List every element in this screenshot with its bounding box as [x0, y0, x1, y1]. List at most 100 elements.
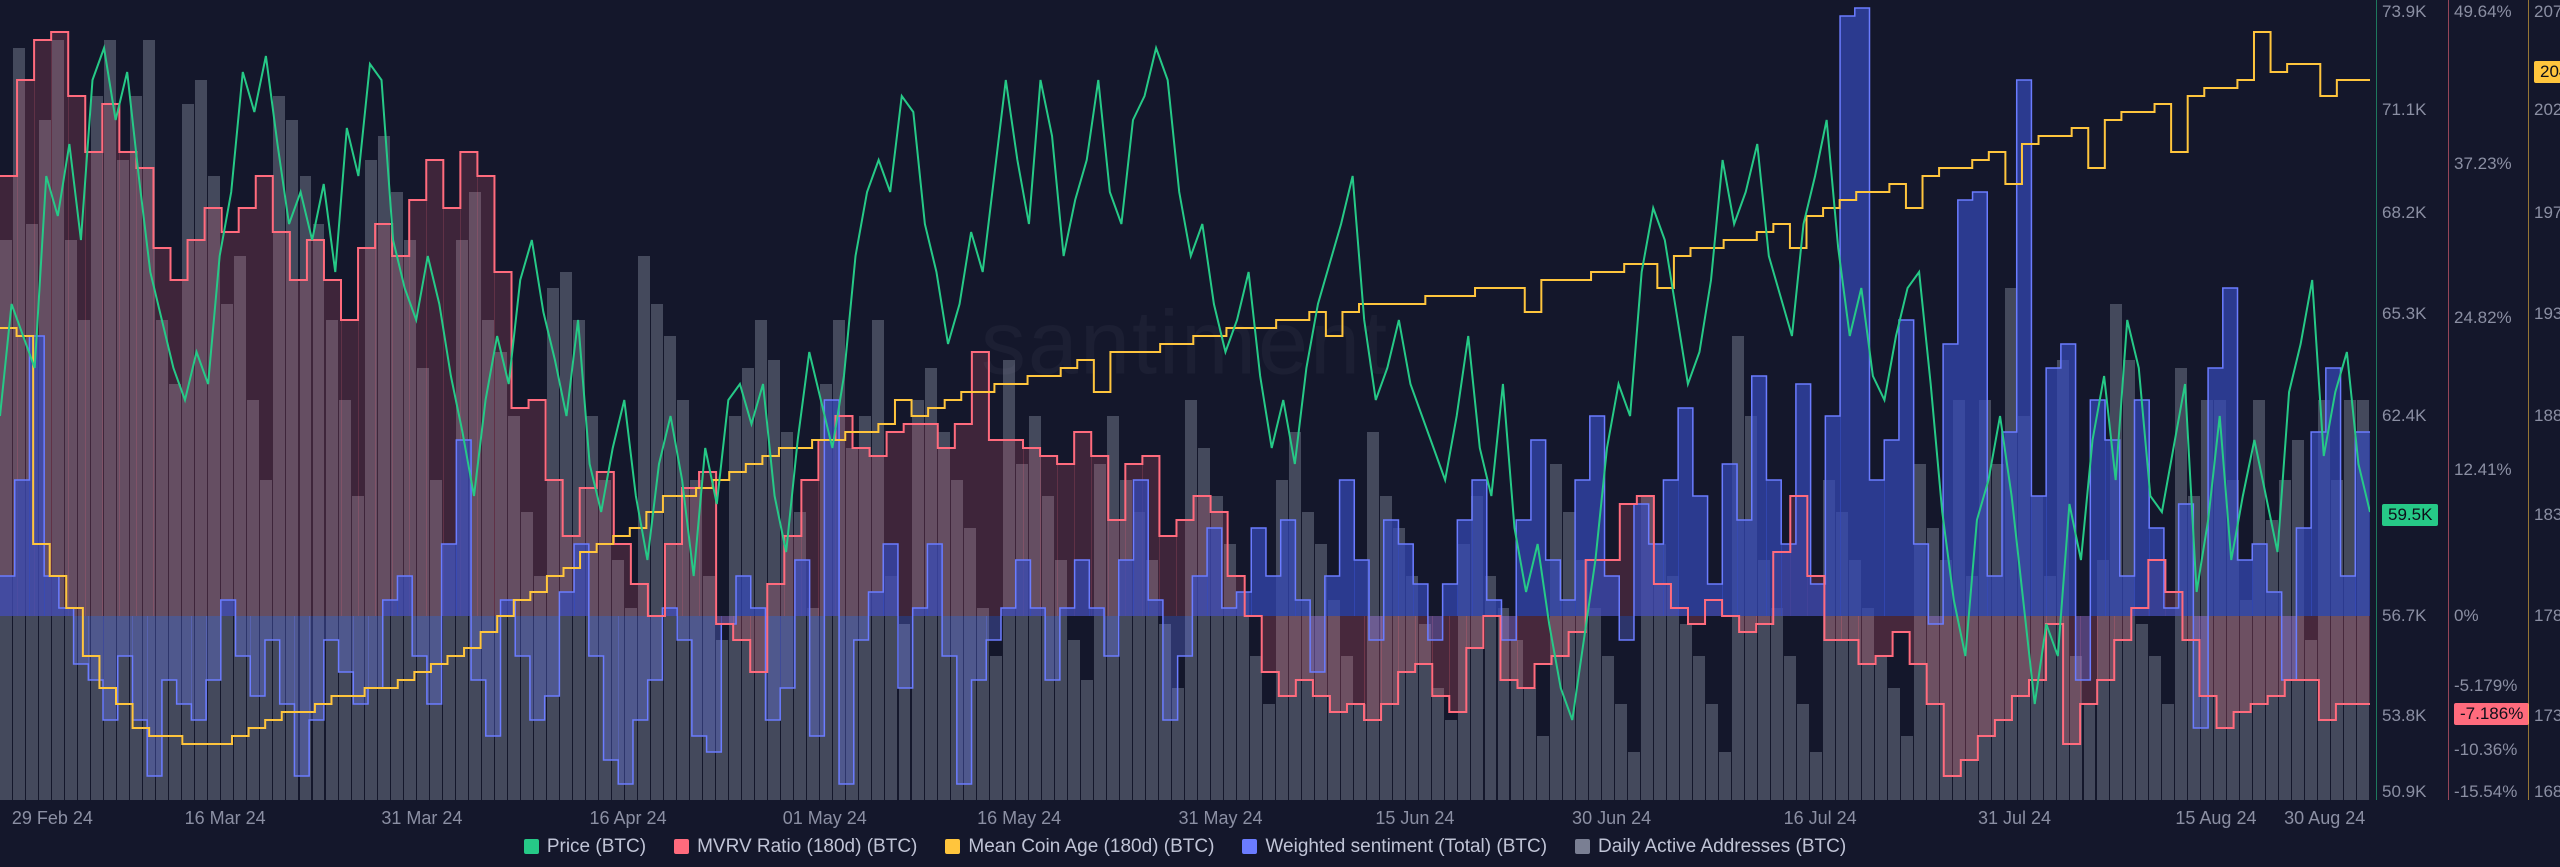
- chart-container: santiment 29 Feb 2416 Mar 2431 Mar 2416 …: [0, 0, 2560, 867]
- y-tick-coinage: 202: [2534, 100, 2560, 120]
- sentiment-seg: [88, 616, 103, 680]
- sentiment-seg: [2090, 400, 2105, 616]
- y-tick-mvrv: 0%: [2454, 606, 2479, 626]
- mvrv-fill-seg: [1927, 616, 1945, 704]
- sentiment-seg: [1605, 576, 1620, 616]
- daa-bar: [651, 304, 663, 800]
- mvrv-fill-seg: [68, 96, 86, 616]
- sentiment-seg: [795, 560, 810, 616]
- sentiment-seg: [44, 576, 59, 616]
- sentiment-seg: [736, 576, 751, 616]
- sentiment-seg: [1148, 600, 1163, 616]
- x-tick: 31 Jul 24: [1978, 808, 2051, 829]
- mvrv-fill-seg: [1739, 616, 1757, 632]
- sentiment-seg: [1973, 192, 1988, 616]
- mvrv-fill-seg: [2336, 616, 2354, 704]
- x-tick: 30 Jun 24: [1572, 808, 1651, 829]
- sentiment-seg: [353, 616, 368, 704]
- mvrv-fill-seg: [2029, 616, 2047, 680]
- y-highlight-coinage: 204: [2534, 61, 2560, 83]
- sentiment-seg: [1752, 376, 1767, 616]
- sentiment-seg: [1987, 576, 2002, 616]
- legend-label: Daily Active Addresses (BTC): [1598, 836, 1846, 858]
- legend-swatch-coinage: [945, 839, 960, 854]
- plot-area[interactable]: santiment: [0, 0, 2370, 800]
- sentiment-seg: [559, 592, 574, 616]
- mvrv-fill-seg: [307, 240, 325, 616]
- x-tick: 15 Aug 24: [2175, 808, 2256, 829]
- sentiment-seg: [1310, 616, 1325, 672]
- mvrv-fill-seg: [136, 168, 154, 616]
- y-tick-price: 71.1K: [2382, 100, 2426, 120]
- sentiment-seg: [500, 600, 515, 616]
- y-tick-price: 65.3K: [2382, 304, 2426, 324]
- legend-label: Weighted sentiment (Total) (BTC): [1265, 836, 1547, 858]
- mvrv-fill-seg: [273, 232, 291, 616]
- legend-item-daa[interactable]: Daily Active Addresses (BTC): [1575, 836, 1846, 858]
- sentiment-seg: [839, 616, 854, 784]
- daa-bar: [1237, 592, 1249, 800]
- sentiment-seg: [692, 616, 707, 736]
- mvrv-fill-seg: [1858, 616, 1876, 664]
- sentiment-seg: [397, 576, 412, 616]
- sentiment-seg: [2120, 576, 2135, 616]
- mvrv-fill-seg: [1535, 616, 1553, 664]
- y-tick-coinage: 197: [2534, 203, 2560, 223]
- x-tick: 31 May 24: [1179, 808, 1263, 829]
- sentiment-seg: [1840, 16, 1855, 616]
- y-tick-price: 62.4K: [2382, 406, 2426, 426]
- sentiment-seg: [236, 616, 251, 656]
- mvrv-fill-seg: [1961, 616, 1979, 760]
- y-tick-price: 56.7K: [2382, 606, 2426, 626]
- legend-item-price[interactable]: Price (BTC): [524, 836, 646, 858]
- mvrv-fill-seg: [222, 232, 240, 616]
- sentiment-seg: [118, 616, 133, 656]
- legend-item-sentiment[interactable]: Weighted sentiment (Total) (BTC): [1242, 836, 1547, 858]
- daa-bar: [2084, 704, 2096, 800]
- sentiment-seg: [1928, 616, 1943, 624]
- mvrv-fill-seg: [972, 352, 990, 616]
- sentiment-seg: [1354, 560, 1369, 616]
- sentiment-seg: [1163, 616, 1178, 720]
- sentiment-seg: [412, 616, 427, 656]
- x-tick: 01 May 24: [783, 808, 867, 829]
- daa-bar: [1797, 704, 1809, 800]
- sentiment-seg: [1914, 544, 1929, 616]
- x-tick: 16 Jul 24: [1784, 808, 1857, 829]
- sentiment-seg: [1737, 520, 1752, 616]
- sentiment-seg: [1443, 584, 1458, 616]
- legend-item-mvrv[interactable]: MVRV Ratio (180d) (BTC): [674, 836, 917, 858]
- sentiment-seg: [2326, 368, 2341, 616]
- mvrv-fill-seg: [529, 400, 547, 616]
- y-tick-mvrv: -15.54%: [2454, 782, 2517, 802]
- sentiment-seg: [2017, 80, 2032, 616]
- y-axis-group: 73.9K71.1K68.2K65.3K62.4K59.5K56.7K53.8K…: [2370, 0, 2560, 800]
- mvrv-fill-seg: [392, 256, 410, 616]
- sentiment-seg: [1958, 200, 1973, 616]
- daa-bar: [1068, 640, 1080, 800]
- sentiment-seg: [1781, 544, 1796, 616]
- sentiment-seg: [191, 616, 206, 720]
- sentiment-seg: [1266, 576, 1281, 616]
- daa-bar: [1771, 608, 1783, 800]
- sentiment-seg: [707, 616, 722, 752]
- mvrv-fill-seg: [2046, 616, 2064, 624]
- sentiment-seg: [1207, 528, 1222, 616]
- sentiment-seg: [824, 400, 839, 616]
- sentiment-seg: [29, 336, 44, 616]
- sentiment-seg: [103, 616, 118, 720]
- y-tick-mvrv: 24.82%: [2454, 308, 2512, 328]
- daa-bar: [1680, 624, 1692, 800]
- mvrv-fill-seg: [51, 32, 69, 616]
- mvrv-fill-seg: [341, 320, 359, 616]
- sentiment-seg: [1619, 616, 1634, 640]
- x-tick: 29 Feb 24: [12, 808, 93, 829]
- daa-bar: [1589, 608, 1601, 800]
- sentiment-seg: [1766, 480, 1781, 616]
- legend-item-coinage[interactable]: Mean Coin Age (180d) (BTC): [945, 836, 1214, 858]
- sentiment-seg: [986, 616, 1001, 640]
- daa-bar: [1784, 656, 1796, 800]
- daa-bar: [768, 360, 780, 800]
- sentiment-seg: [1089, 608, 1104, 616]
- sentiment-seg: [1722, 464, 1737, 616]
